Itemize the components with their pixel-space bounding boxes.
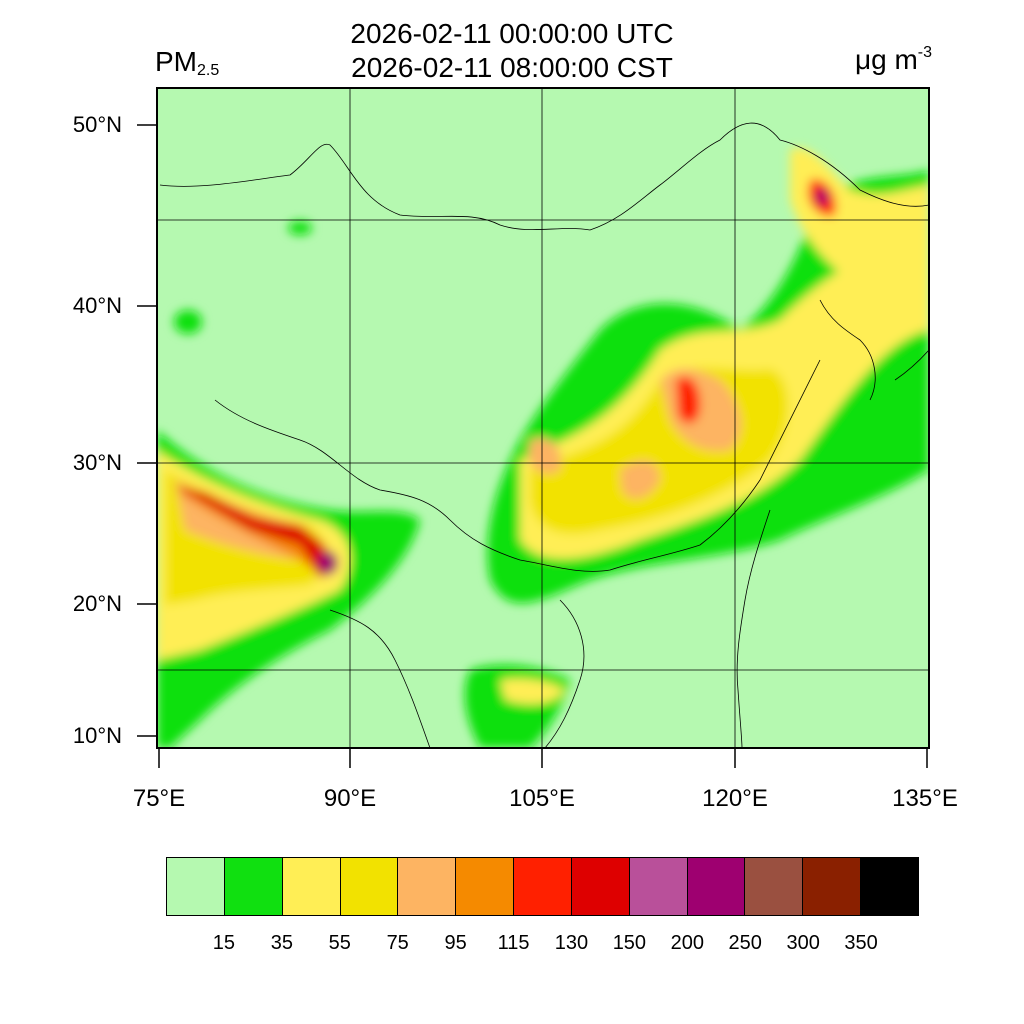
lat-label-40: 40°N	[72, 293, 122, 318]
lat-label-50: 50°N	[72, 112, 122, 137]
unit-sup: -3	[917, 44, 932, 61]
lat-label-10: 10°N	[72, 723, 122, 748]
field-green-north	[288, 221, 312, 235]
legend-tick-350: 350	[844, 932, 878, 954]
lat-label-20: 20°N	[72, 591, 122, 616]
title-cst: 2026-02-11 08:00:00 CST	[351, 52, 673, 83]
field-red-north-china	[676, 376, 701, 424]
map-frame	[156, 87, 930, 749]
unit-main: μg m	[854, 44, 918, 75]
title-utc: 2026-02-11 00:00:00 UTC	[350, 18, 674, 49]
unit-label: μg m-3	[855, 44, 932, 76]
legend-tick-95: 95	[444, 932, 467, 954]
legend-tick-115: 115	[497, 932, 530, 954]
lon-label-135: 135°E	[892, 785, 958, 812]
legend-tick-300: 300	[786, 932, 820, 954]
legend-swatch-10	[745, 858, 804, 915]
field-green-west	[174, 310, 202, 334]
map-field	[157, 88, 929, 748]
lon-label-75: 75°E	[132, 785, 186, 812]
coast-indochina	[544, 599, 585, 748]
legend-swatch-4	[398, 858, 457, 915]
legend-tick-55: 55	[328, 932, 351, 954]
legend-swatch-1	[224, 858, 283, 915]
coast-east	[736, 509, 771, 748]
pollution-field	[157, 148, 929, 748]
legend-swatch-2	[282, 858, 341, 915]
lon-label-105: 105°E	[509, 785, 575, 812]
lon-label-120: 120°E	[702, 785, 768, 812]
legend-swatch-7	[571, 858, 630, 915]
field-yellow-indochina	[500, 678, 565, 705]
legend-tick-130: 130	[554, 932, 589, 954]
field-purple-india	[318, 551, 338, 575]
legend-tick-35: 35	[270, 932, 293, 954]
legend-swatch-0	[167, 858, 225, 915]
field-orange-central	[620, 460, 660, 499]
legend-tick-250: 250	[728, 932, 762, 954]
legend-tick-15: 15	[212, 932, 236, 954]
field-purple-northeast	[816, 189, 828, 205]
south-border	[214, 359, 821, 572]
legend-tick-75: 75	[386, 932, 409, 954]
legend-swatch-3	[340, 858, 399, 915]
coast-bay	[329, 609, 431, 748]
variable-sub: 2.5	[197, 62, 220, 79]
field-red-india	[175, 486, 335, 578]
country-borders	[159, 122, 929, 748]
legend-swatch-6	[514, 858, 572, 915]
legend-tick-200: 200	[670, 932, 704, 954]
legend-tick-150: 150	[612, 932, 647, 954]
legend-swatch-5	[456, 858, 515, 915]
coast-korea	[819, 299, 876, 401]
north-border	[159, 122, 929, 231]
axis-ticks	[137, 124, 928, 768]
variable-label: PM2.5	[155, 46, 219, 80]
variable-main: PM	[155, 46, 197, 77]
legend-colorbar	[166, 857, 919, 916]
grid-lines	[157, 88, 929, 748]
lat-label-30: 30°N	[72, 450, 122, 475]
legend-swatch-12	[861, 858, 918, 915]
legend-swatch-11	[803, 858, 862, 915]
coast-japan	[894, 349, 929, 381]
lon-label-90: 90°E	[323, 785, 377, 812]
field-orange-sichuan	[528, 437, 561, 475]
legend-swatch-8	[629, 858, 688, 915]
legend-swatch-9	[687, 858, 746, 915]
